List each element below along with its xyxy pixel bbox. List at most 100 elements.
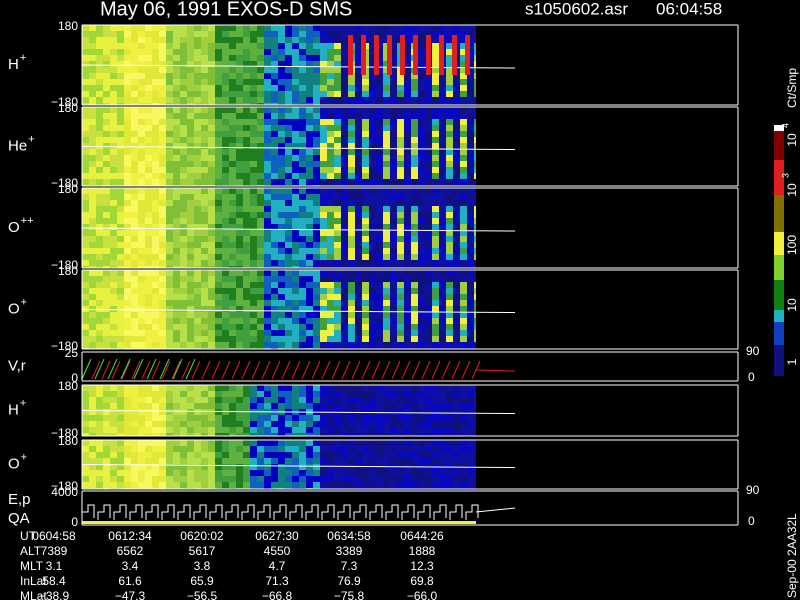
spectrogram-cell bbox=[376, 230, 383, 236]
spectrogram-cell bbox=[131, 482, 138, 488]
spectrogram-cell bbox=[131, 173, 138, 179]
spectrogram-cell bbox=[250, 218, 257, 224]
axis-top-label: 180 bbox=[58, 434, 78, 448]
spectrogram-cell bbox=[110, 113, 117, 119]
spectrogram-cell bbox=[348, 342, 355, 348]
spectrogram-cell bbox=[306, 342, 313, 348]
spectrogram-cell bbox=[425, 212, 432, 218]
spectrogram-cell bbox=[250, 188, 257, 194]
spectrogram-cell bbox=[390, 155, 397, 161]
spectrogram-cell bbox=[124, 458, 131, 464]
spectrogram-cell bbox=[411, 173, 418, 179]
spectrogram-cell bbox=[264, 85, 271, 91]
spectrogram-cell bbox=[341, 324, 348, 330]
spectrogram-cell bbox=[348, 452, 355, 458]
spectrogram-cell bbox=[180, 446, 187, 452]
spectrogram-cell bbox=[215, 200, 222, 206]
spectrogram-cell bbox=[264, 218, 271, 224]
axis-top-label: 180 bbox=[58, 182, 78, 196]
spectrogram-cell bbox=[390, 248, 397, 254]
spectrogram-cell bbox=[376, 391, 383, 397]
spectrogram-cell bbox=[173, 113, 180, 119]
spectrogram-cell bbox=[397, 143, 404, 149]
spectrogram-cell bbox=[173, 206, 180, 212]
spectrogram-cell bbox=[152, 55, 159, 61]
spectrogram-cell bbox=[362, 131, 369, 137]
spectrogram-cell bbox=[89, 464, 96, 470]
spectrogram-cell bbox=[229, 107, 236, 113]
spectrogram-cell bbox=[145, 306, 152, 312]
spectrogram-cell bbox=[362, 397, 369, 403]
spectrogram-cell bbox=[327, 282, 334, 288]
spectrogram-cell bbox=[341, 173, 348, 179]
spectrogram-cell bbox=[236, 330, 243, 336]
spectrogram-cell bbox=[159, 73, 166, 79]
spectrogram-cell bbox=[446, 224, 453, 230]
spectrogram-cell bbox=[194, 131, 201, 137]
spectrogram-cell bbox=[166, 218, 173, 224]
spectrogram-cell bbox=[166, 397, 173, 403]
spectrogram-cell bbox=[138, 224, 145, 230]
spectrogram-cell bbox=[131, 25, 138, 31]
spectrogram-cell bbox=[159, 125, 166, 131]
spectrogram-cell bbox=[299, 254, 306, 260]
spectrogram-cell bbox=[264, 125, 271, 131]
spectrogram-cell bbox=[236, 266, 243, 268]
spectrogram-cell bbox=[110, 294, 117, 300]
spectrogram-cell bbox=[313, 464, 320, 470]
spectrogram-cell bbox=[215, 224, 222, 230]
spectrogram-cell bbox=[145, 270, 152, 276]
spectrogram-cell bbox=[369, 61, 376, 67]
spectrogram-cell bbox=[166, 312, 173, 318]
spectrogram-cell bbox=[103, 194, 110, 200]
spectrogram-cell bbox=[439, 131, 446, 137]
spectrogram-cell bbox=[138, 212, 145, 218]
spectrogram-cell bbox=[474, 43, 476, 49]
spectrogram-cell bbox=[404, 43, 411, 49]
spectrogram-cell bbox=[138, 125, 145, 131]
spectrogram-cell bbox=[187, 391, 194, 397]
spectrogram-cell bbox=[285, 173, 292, 179]
spectrogram-cell bbox=[390, 330, 397, 336]
spectrogram-cell bbox=[411, 482, 418, 488]
spectrogram-cell bbox=[208, 440, 215, 446]
spectrogram-cell bbox=[187, 143, 194, 149]
spectrogram-cell bbox=[243, 230, 250, 236]
spectrogram-cell bbox=[229, 324, 236, 330]
spectrogram-cell bbox=[341, 464, 348, 470]
spectrogram-cell bbox=[299, 67, 306, 73]
spectrogram-cell bbox=[166, 31, 173, 37]
spectrogram-cell bbox=[460, 385, 467, 391]
spectrogram-cell bbox=[215, 236, 222, 242]
spectrogram-cell bbox=[166, 254, 173, 260]
spectrogram-cell bbox=[180, 218, 187, 224]
spectrogram-cell bbox=[271, 330, 278, 336]
spectrogram-cell bbox=[387, 35, 392, 75]
spectrogram-cell bbox=[124, 167, 131, 173]
spectrogram-cell bbox=[82, 266, 89, 268]
spectrogram-cell bbox=[474, 324, 476, 330]
spectrogram-cell bbox=[180, 55, 187, 61]
spectrogram-cell bbox=[243, 73, 250, 79]
spectrogram-cell bbox=[271, 464, 278, 470]
spectrogram-cell bbox=[313, 85, 320, 91]
spectrogram-cell bbox=[306, 61, 313, 67]
spectrogram-cell bbox=[271, 282, 278, 288]
spectrogram-cell bbox=[383, 385, 390, 391]
spectrogram-cell bbox=[229, 421, 236, 427]
spectrogram-cell bbox=[222, 37, 229, 43]
spectrogram-cell bbox=[369, 91, 376, 97]
spectrogram-cell bbox=[201, 179, 208, 185]
spectrogram-cell bbox=[96, 306, 103, 312]
spectrogram-cell bbox=[194, 266, 201, 268]
spectrogram-cell bbox=[355, 218, 362, 224]
spectrogram-cell bbox=[404, 107, 411, 113]
spectrogram-cell bbox=[215, 276, 222, 282]
spectrogram-cell bbox=[467, 385, 474, 391]
spectrogram-cell bbox=[250, 137, 257, 143]
spectrogram-cell bbox=[173, 276, 180, 282]
spectrogram-cell bbox=[257, 137, 264, 143]
spectrogram-cell bbox=[201, 43, 208, 49]
spectrogram-cell bbox=[348, 440, 355, 446]
spectrogram-cell bbox=[320, 266, 327, 268]
